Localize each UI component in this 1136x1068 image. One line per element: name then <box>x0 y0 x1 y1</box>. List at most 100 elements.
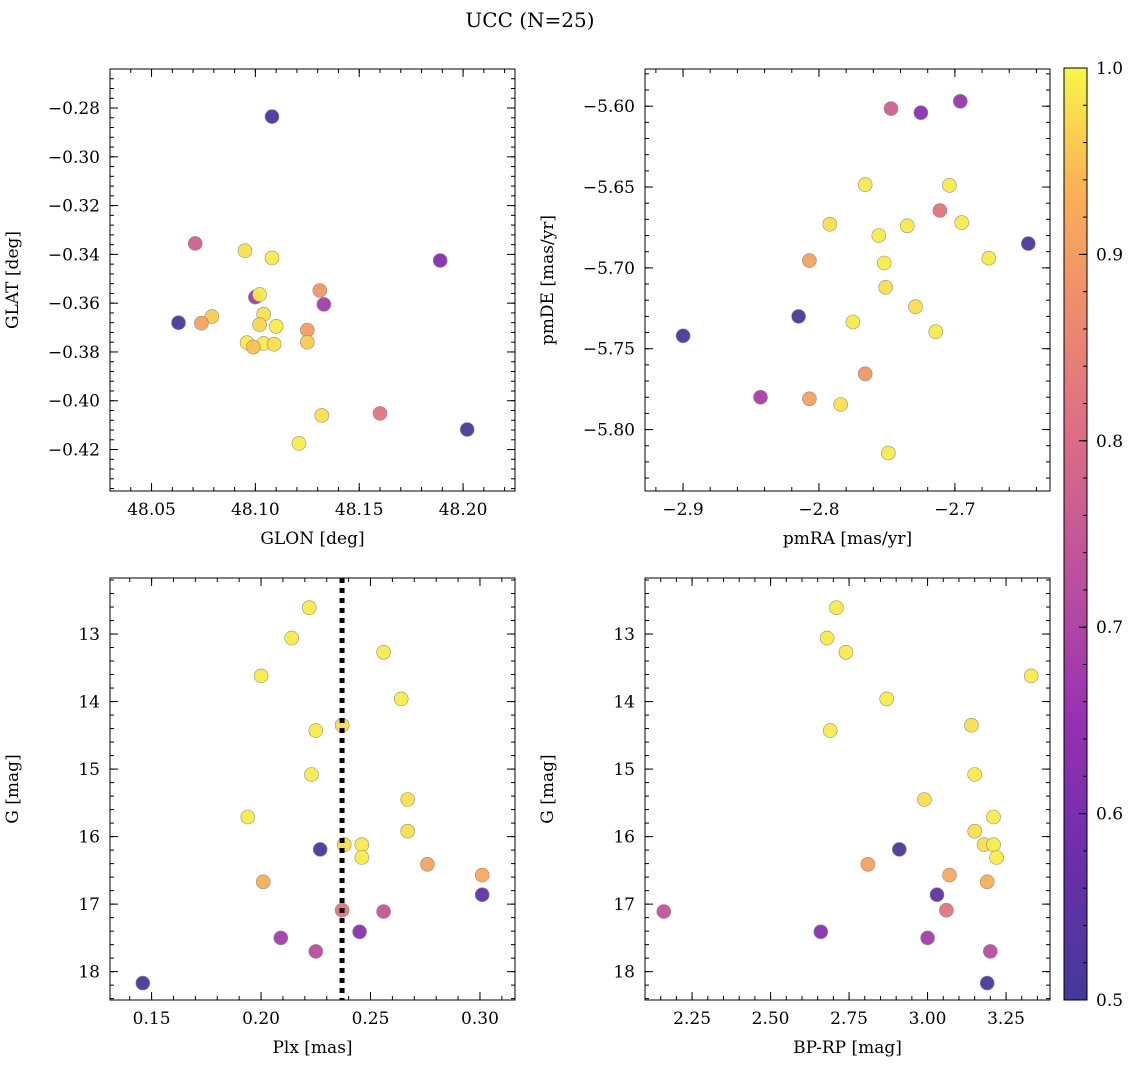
data-point <box>240 809 256 825</box>
colorbar-tick-label: 0.7 <box>1096 618 1123 638</box>
colorbar-tick-label: 0.5 <box>1096 991 1123 1011</box>
y-axis-label: G [mag] <box>3 754 23 823</box>
y-tick-label: −0.36 <box>48 294 100 314</box>
data-point <box>474 867 490 883</box>
x-tick-label: 3.25 <box>987 1009 1025 1029</box>
x-tick-label: 0.20 <box>242 1009 280 1029</box>
x-tick-label: 2.25 <box>673 1009 711 1029</box>
y-tick-label: −5.65 <box>583 178 635 198</box>
data-point <box>857 366 873 382</box>
y-tick-label: −0.38 <box>48 343 100 363</box>
y-tick-label: 17 <box>613 895 635 915</box>
data-point <box>986 809 1001 825</box>
x-tick-label: 0.25 <box>352 1009 390 1029</box>
data-point <box>928 324 944 340</box>
axes-frame <box>644 68 1051 492</box>
y-tick-label: −5.70 <box>583 259 635 279</box>
data-point <box>986 837 1001 853</box>
data-point <box>194 315 209 331</box>
y-tick-label: 18 <box>613 963 635 983</box>
data-point <box>908 299 923 315</box>
data-point <box>237 243 253 258</box>
data-point <box>316 297 332 312</box>
data-point <box>883 101 899 116</box>
data-point <box>979 975 995 991</box>
data-point <box>376 644 391 660</box>
colorbar-tick-label: 1.0 <box>1096 59 1123 79</box>
data-point <box>420 856 435 872</box>
data-point <box>312 842 328 857</box>
x-axis-label: Plx [mas] <box>272 1038 352 1058</box>
y-tick-label: −0.32 <box>48 197 100 217</box>
data-point <box>982 944 998 959</box>
scatter-panel-3: 0.15 0.20 0.25 0.30 13 14 15 16 17 18 Plx [mas] G [… <box>3 577 516 1058</box>
data-point <box>876 255 892 271</box>
data-point <box>880 445 896 461</box>
x-tick-label: 48.15 <box>335 500 384 520</box>
data-point <box>268 318 284 334</box>
y-tick-label: 14 <box>78 693 100 713</box>
data-point <box>135 975 151 991</box>
data-point <box>308 723 324 738</box>
x-tick-label: 48.05 <box>127 500 176 520</box>
data-point <box>845 314 861 330</box>
y-tick-label: −0.40 <box>48 392 100 412</box>
data-point <box>878 279 893 295</box>
data-point <box>252 287 267 302</box>
scatter-panel-2: −2.9 −2.8 −2.7 −5.80 −5.75 −5.70 −5.65 −5.60 pmR… <box>538 68 1051 549</box>
data-point <box>246 339 261 355</box>
y-tick-label: 18 <box>78 963 100 983</box>
data-point <box>171 315 186 331</box>
data-point <box>979 874 995 890</box>
x-tick-label: −2.7 <box>934 500 975 520</box>
data-point <box>354 837 370 853</box>
data-point <box>253 668 269 684</box>
data-point <box>252 317 267 332</box>
data-point <box>917 792 932 807</box>
data-point <box>857 177 873 192</box>
x-tick-label: 0.30 <box>461 1009 499 1029</box>
x-axis-label: GLON [deg] <box>260 529 364 549</box>
y-axis-label: pmDE [mas/yr] <box>538 215 558 345</box>
data-point <box>314 408 330 423</box>
axes-frame <box>109 577 516 1001</box>
data-point <box>813 924 829 940</box>
data-point <box>967 823 983 839</box>
y-tick-label: 16 <box>78 828 100 848</box>
axes-frame <box>644 577 1051 1001</box>
colorbar-tick-label: 0.6 <box>1096 805 1123 825</box>
colorbar-tick-label: 0.9 <box>1096 245 1123 265</box>
y-tick-label: −5.60 <box>583 97 635 117</box>
axes-frame <box>109 68 516 492</box>
data-point <box>981 250 997 266</box>
data-point <box>929 887 945 903</box>
data-point <box>989 850 1004 865</box>
data-point <box>656 904 672 919</box>
data-point <box>187 236 203 251</box>
y-tick-label: 17 <box>78 895 100 915</box>
x-tick-label: 3.00 <box>909 1009 947 1029</box>
data-point <box>913 105 929 120</box>
data-point <box>822 723 838 738</box>
x-tick-label: 2.75 <box>830 1009 868 1029</box>
data-point <box>819 630 835 646</box>
colorbar: 0.5 0.6 0.7 0.8 0.9 1.0 <box>1063 59 1123 1011</box>
data-point <box>474 887 490 903</box>
data-point <box>266 336 282 352</box>
data-point <box>833 397 849 412</box>
y-tick-label: 15 <box>78 760 100 780</box>
data-point <box>675 328 691 344</box>
x-tick-label: 0.15 <box>133 1009 171 1029</box>
data-point <box>802 391 817 407</box>
data-point <box>891 842 907 857</box>
data-point <box>352 924 367 940</box>
data-point <box>299 322 315 338</box>
data-point <box>939 902 954 918</box>
figure-title: UCC (N=25) <box>465 8 594 32</box>
data-point <box>393 691 409 707</box>
y-tick-label: −5.80 <box>583 421 635 441</box>
data-point <box>264 250 280 266</box>
data-point <box>942 867 957 883</box>
x-tick-label: −2.8 <box>798 500 839 520</box>
